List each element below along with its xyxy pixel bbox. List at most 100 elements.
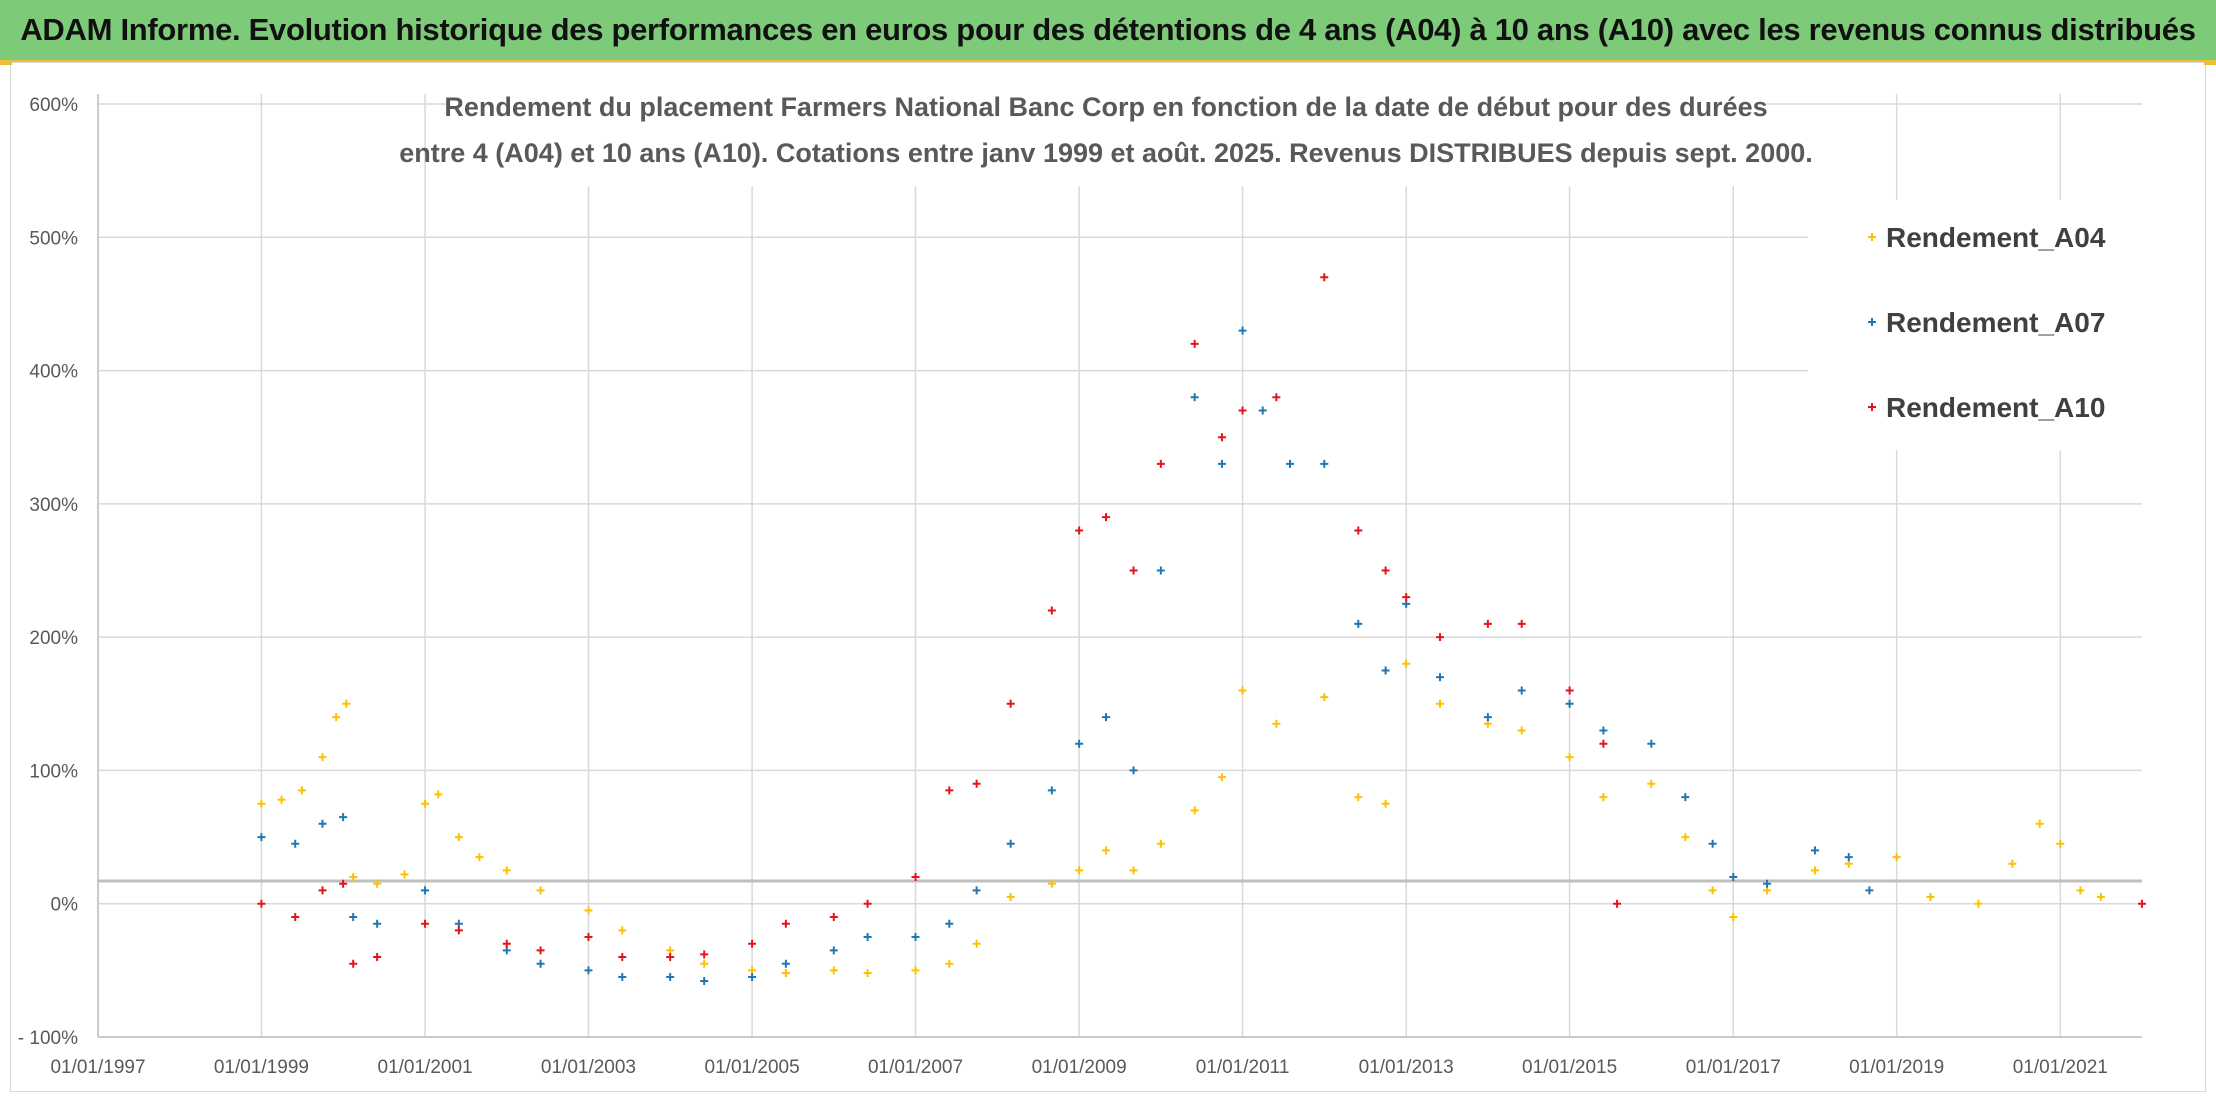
data-point xyxy=(1810,866,1819,875)
series-Rendement_A04 xyxy=(257,659,2105,978)
data-point xyxy=(700,950,709,959)
y-tick-label: 400% xyxy=(29,362,78,383)
y-tick-label: 300% xyxy=(29,495,78,516)
data-point xyxy=(1868,318,1876,326)
data-point xyxy=(1272,719,1281,728)
data-point xyxy=(584,966,593,975)
data-point xyxy=(277,795,286,804)
data-point xyxy=(349,913,358,922)
y-tick-label: 0% xyxy=(51,895,79,916)
data-point xyxy=(1729,913,1738,922)
data-point xyxy=(1075,526,1084,535)
data-point xyxy=(1517,726,1526,735)
report-banner-title: ADAM Informe. Evolution historique des p… xyxy=(20,12,2196,47)
data-point xyxy=(1436,673,1444,682)
data-point xyxy=(1238,406,1247,415)
data-point xyxy=(536,946,545,955)
data-point xyxy=(700,977,709,986)
data-point xyxy=(1190,393,1199,402)
series-Rendement_A10 xyxy=(257,273,2146,968)
data-point xyxy=(475,853,484,862)
x-tick-label: 01/01/1997 xyxy=(50,1057,145,1078)
data-point xyxy=(1102,513,1111,522)
x-tick-label: 01/01/1999 xyxy=(214,1057,309,1078)
data-points xyxy=(257,273,2146,986)
legend-item-Rendement_A04: Rendement_A04 xyxy=(1868,222,2106,253)
series-Rendement_A07 xyxy=(257,326,1874,986)
data-point xyxy=(1238,686,1247,695)
data-point xyxy=(945,959,954,968)
data-point xyxy=(257,899,266,908)
data-point xyxy=(1647,779,1656,788)
data-point xyxy=(2096,893,2105,902)
data-point xyxy=(1354,619,1363,628)
data-point xyxy=(373,919,382,928)
report-banner: ADAM Informe. Evolution historique des p… xyxy=(0,0,2216,62)
data-point xyxy=(421,886,430,895)
data-point xyxy=(434,790,443,799)
data-point xyxy=(1381,799,1390,808)
x-tick-label: 01/01/2017 xyxy=(1686,1057,1781,1078)
data-point xyxy=(332,713,341,722)
data-point xyxy=(1926,893,1935,902)
data-point xyxy=(257,833,266,842)
data-point xyxy=(318,753,327,762)
data-point xyxy=(945,786,954,795)
x-tick-label: 01/01/2009 xyxy=(1032,1057,1127,1078)
chart-title-background xyxy=(448,82,1766,186)
x-tick-label: 01/01/2011 xyxy=(1196,1057,1290,1078)
data-point xyxy=(1729,873,1738,882)
data-point xyxy=(1381,566,1390,575)
data-point xyxy=(700,959,709,968)
data-point xyxy=(1272,393,1281,402)
data-point xyxy=(1047,786,1056,795)
data-point xyxy=(339,879,348,888)
corner-mark-left xyxy=(0,62,12,65)
data-point xyxy=(342,699,351,708)
data-point xyxy=(666,973,675,982)
data-point xyxy=(1320,693,1329,702)
data-point xyxy=(421,799,430,808)
data-point xyxy=(1217,773,1226,782)
data-point xyxy=(257,799,266,808)
chart-title-line-1: Rendement du placement Farmers National … xyxy=(444,92,1767,122)
x-tick-label: 01/01/2013 xyxy=(1359,1057,1454,1078)
data-point xyxy=(1129,766,1138,775)
data-point xyxy=(1681,833,1690,842)
data-point xyxy=(781,959,790,968)
data-point xyxy=(1436,699,1444,708)
data-point xyxy=(1565,699,1574,708)
x-tick-label: 01/01/2019 xyxy=(1849,1057,1944,1078)
data-point xyxy=(863,899,872,908)
data-point xyxy=(1483,713,1492,722)
data-point xyxy=(318,886,327,895)
data-point xyxy=(1483,619,1492,628)
legend-item-Rendement_A10: Rendement_A10 xyxy=(1868,392,2105,423)
data-point xyxy=(339,813,348,822)
y-tick-label: - 100% xyxy=(18,1028,78,1049)
axis-labels: - 100% 0% 100% 200% 300% 400% 500% 600% 01/01/19… xyxy=(18,95,2108,1078)
data-point xyxy=(1156,566,1165,575)
data-point xyxy=(911,873,920,882)
data-point xyxy=(1102,713,1111,722)
data-point xyxy=(829,913,838,922)
data-point xyxy=(1708,839,1717,848)
data-point xyxy=(373,879,382,888)
data-point xyxy=(1381,666,1390,675)
data-point xyxy=(1190,339,1199,348)
x-tick-label: 01/01/2001 xyxy=(378,1057,473,1078)
data-point xyxy=(1868,233,1876,241)
data-point xyxy=(666,953,675,962)
data-point xyxy=(1217,433,1226,442)
data-point xyxy=(618,953,627,962)
data-point xyxy=(1075,739,1084,748)
data-point xyxy=(1402,593,1411,602)
data-point xyxy=(863,969,872,978)
data-point xyxy=(454,926,463,935)
data-point xyxy=(454,833,463,842)
data-point xyxy=(829,966,838,975)
y-tick-label: 100% xyxy=(29,761,78,782)
data-point xyxy=(1129,866,1138,875)
y-tick-label: 200% xyxy=(29,628,78,649)
